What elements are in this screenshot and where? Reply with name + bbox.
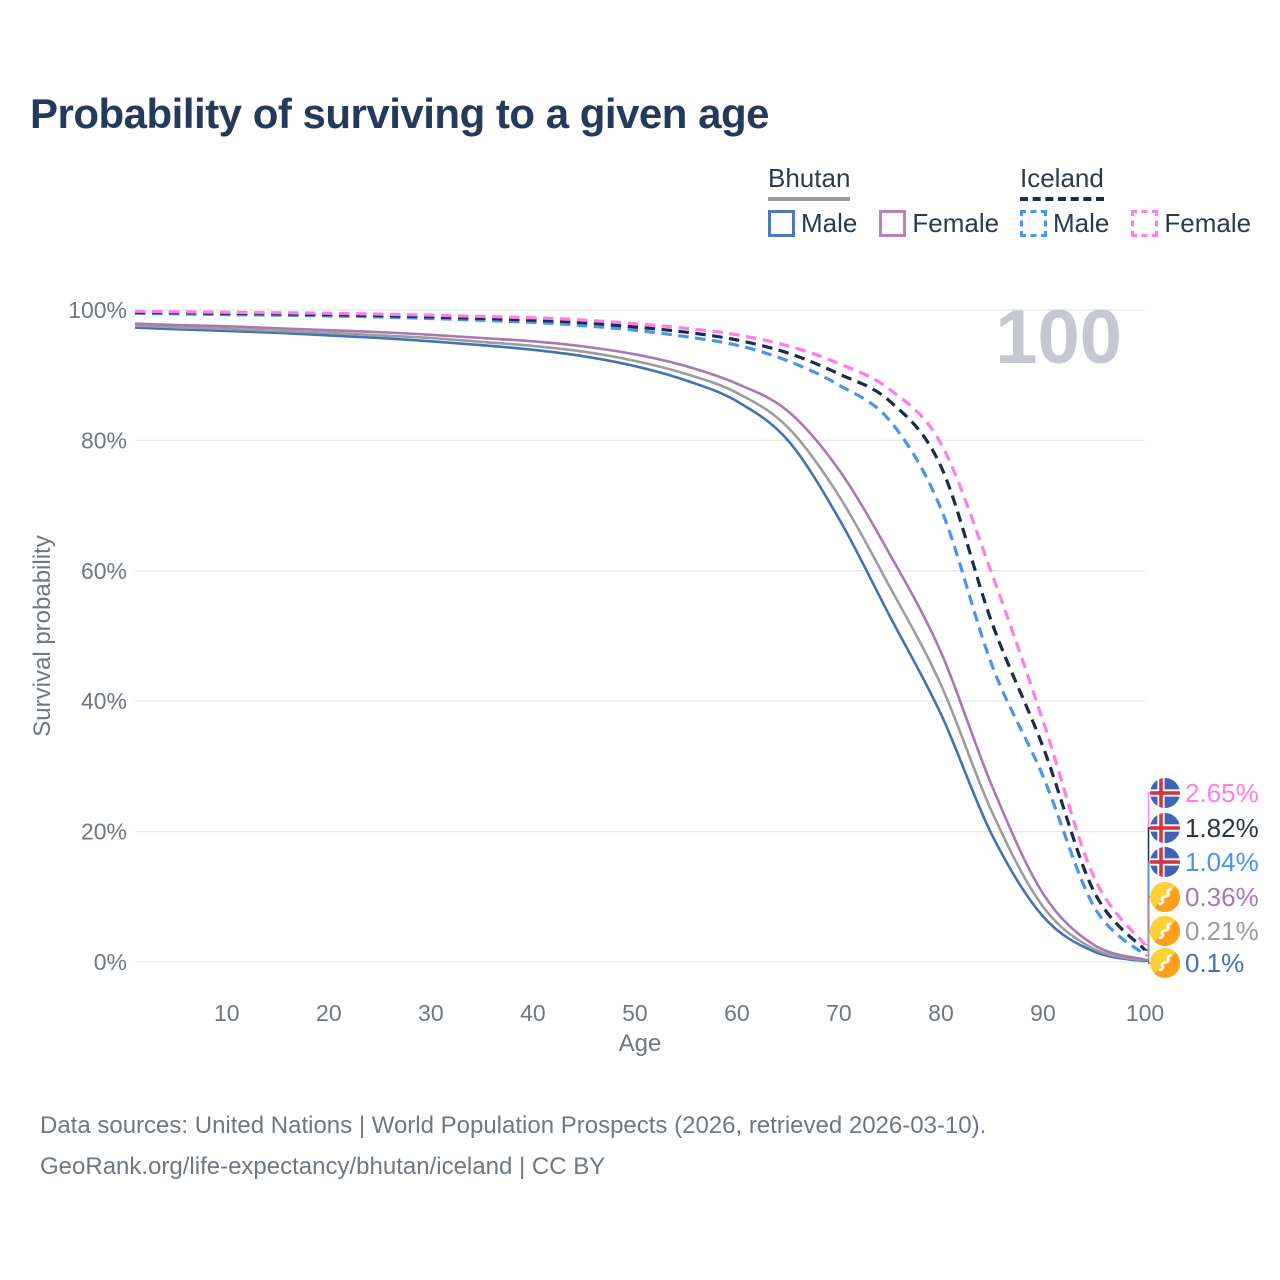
legend-country-iceland[interactable]: Iceland: [1020, 163, 1104, 201]
bhutan-male-swatch-icon: [768, 210, 795, 237]
legend-country-bhutan[interactable]: Bhutan: [768, 163, 851, 201]
end-label-bhutan-male: 0.1%: [1150, 947, 1244, 979]
legend-item-bhutan-male[interactable]: Male: [768, 208, 857, 239]
legend-item-iceland-male[interactable]: Male: [1020, 208, 1109, 239]
footer-data-sources: Data sources: United Nations | World Pop…: [40, 1112, 987, 1139]
legend-item-iceland-female[interactable]: Female: [1131, 208, 1251, 239]
iceland-flag-icon: [1150, 813, 1180, 843]
bhutan-flag-icon: [1150, 916, 1180, 946]
svg-text:0%: 0%: [94, 949, 127, 975]
legend-group-bhutan: Bhutan Male Female: [768, 163, 1021, 239]
legend-item-label: Male: [1053, 208, 1110, 238]
end-label-value: 1.82%: [1185, 812, 1259, 843]
svg-text:90: 90: [1030, 1000, 1056, 1026]
end-label-value: 1.04%: [1185, 846, 1259, 877]
svg-text:10: 10: [214, 1000, 240, 1026]
bhutan-flag-icon: [1150, 882, 1180, 912]
svg-text:100: 100: [995, 295, 1122, 380]
svg-text:40%: 40%: [81, 688, 127, 714]
bhutan-flag-icon: [1150, 948, 1180, 978]
page-title: Probability of surviving to a given age: [30, 90, 769, 137]
svg-text:60: 60: [724, 1000, 750, 1026]
end-label-value: 0.1%: [1185, 947, 1245, 978]
svg-text:100: 100: [1126, 1000, 1164, 1026]
legend-group-iceland: Iceland Male Female: [1020, 163, 1273, 239]
footer-link[interactable]: GeoRank.org/life-expectancy/bhutan/icela…: [40, 1152, 606, 1180]
svg-text:100%: 100%: [68, 297, 127, 323]
svg-text:60%: 60%: [81, 558, 127, 584]
end-label-iceland-female: 2.65%: [1150, 777, 1259, 809]
legend-item-bhutan-female[interactable]: Female: [879, 208, 999, 239]
end-label-iceland-male: 1.04%: [1150, 846, 1259, 878]
svg-text:Age: Age: [619, 1030, 662, 1057]
legend-item-label: Male: [801, 208, 858, 238]
legend-item-label: Female: [912, 208, 1000, 238]
end-label-iceland-both: 1.82%: [1150, 812, 1259, 844]
svg-text:30: 30: [418, 1000, 444, 1026]
iceland-flag-icon: [1150, 847, 1180, 877]
svg-text:80%: 80%: [81, 427, 127, 453]
svg-text:70: 70: [826, 1000, 852, 1026]
svg-text:20%: 20%: [81, 819, 127, 845]
legend-item-label: Female: [1164, 208, 1252, 238]
bhutan-female-swatch-icon: [879, 210, 907, 237]
end-label-bhutan-both: 0.21%: [1150, 915, 1259, 947]
iceland-flag-icon: [1150, 778, 1180, 808]
svg-text:20: 20: [316, 1000, 342, 1026]
svg-text:50: 50: [622, 1000, 648, 1026]
iceland-male-swatch-icon: [1020, 210, 1047, 237]
svg-text:80: 80: [928, 1000, 954, 1026]
end-label-value: 0.36%: [1185, 881, 1259, 912]
end-label-value: 2.65%: [1185, 777, 1259, 808]
end-label-value: 0.21%: [1185, 915, 1259, 946]
footer: Data sources: United Nations | World Pop…: [40, 1106, 986, 1188]
svg-text:Survival probability: Survival probability: [29, 535, 56, 736]
svg-text:40: 40: [520, 1000, 546, 1026]
iceland-female-swatch-icon: [1131, 210, 1159, 237]
end-label-bhutan-female: 0.36%: [1150, 881, 1259, 913]
